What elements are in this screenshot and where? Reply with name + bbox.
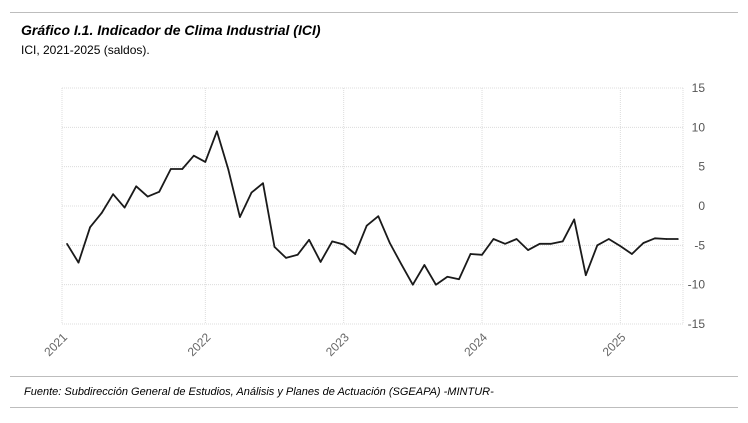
x-tick-label: 2021	[41, 330, 70, 359]
data-point	[492, 238, 495, 240]
data-point	[342, 243, 345, 246]
data-point	[619, 245, 622, 247]
y-tick-label: -5	[694, 238, 705, 252]
data-point	[204, 161, 207, 163]
data-point	[262, 182, 264, 184]
data-point	[193, 154, 195, 157]
data-point	[354, 253, 357, 255]
data-point	[400, 263, 403, 266]
data-point	[504, 242, 506, 245]
data-point	[642, 242, 645, 244]
data-point	[66, 242, 68, 245]
data-point	[538, 242, 541, 245]
data-point	[423, 264, 426, 266]
data-point	[412, 283, 414, 286]
data-point	[216, 130, 218, 133]
chart-title: Gráfico I.1. Indicador de Clima Industri…	[21, 22, 321, 38]
y-tick-label: 5	[698, 160, 705, 174]
data-point	[112, 193, 114, 195]
x-tick-label: 2022	[185, 330, 214, 359]
top-rule	[10, 12, 738, 13]
data-point	[631, 253, 633, 255]
data-point	[100, 212, 103, 214]
data-point	[181, 168, 184, 170]
x-tick-label: 2025	[600, 330, 629, 359]
data-point	[608, 238, 610, 240]
data-point	[123, 206, 126, 209]
chart-subtitle: ICI, 2021-2025 (saldos).	[21, 43, 150, 57]
data-point	[285, 257, 287, 259]
y-tick-label: 15	[692, 81, 706, 95]
data-point	[331, 240, 333, 243]
data-point	[515, 238, 518, 240]
data-point	[458, 278, 460, 280]
data-point	[308, 239, 310, 241]
data-point	[365, 224, 368, 227]
data-point	[158, 191, 161, 193]
grid-lines	[61, 87, 684, 325]
data-point	[654, 237, 656, 240]
data-point	[561, 240, 564, 243]
data-point	[388, 242, 391, 244]
data-point	[584, 274, 587, 277]
data-point	[250, 191, 253, 194]
data-point	[227, 169, 230, 171]
x-tick-label: 2024	[461, 330, 490, 359]
data-point	[446, 276, 449, 278]
data-point	[677, 238, 679, 240]
data-point	[435, 283, 437, 286]
data-point	[273, 246, 276, 248]
data-point	[469, 253, 472, 255]
data-point	[135, 185, 137, 188]
x-tick-label: 2023	[323, 330, 352, 359]
data-point	[550, 242, 552, 245]
y-tick-label: 10	[692, 120, 706, 134]
data-point	[296, 253, 299, 256]
data-point	[596, 244, 599, 247]
source-rule	[10, 376, 738, 377]
y-tick-label: -10	[688, 278, 706, 292]
y-tick-label: 0	[698, 199, 705, 213]
source-note: Fuente: Subdirección General de Estudios…	[24, 386, 494, 398]
y-axis-ticks: -15 -10 -5 0 5 10 15	[688, 81, 706, 331]
data-point	[169, 168, 172, 170]
data-point	[146, 195, 149, 198]
data-point	[377, 215, 380, 218]
data-point	[573, 218, 576, 221]
data-point	[239, 216, 241, 218]
y-tick-label: -15	[688, 317, 706, 331]
series-line-0	[66, 130, 678, 286]
data-point	[527, 249, 529, 251]
x-axis-ticks: 2021 2022 2023 2024 2025	[41, 330, 628, 359]
data-point	[481, 253, 483, 256]
data-point	[665, 238, 668, 240]
series-layer	[66, 130, 679, 286]
bottom-rule	[10, 407, 738, 408]
data-point	[77, 261, 80, 264]
data-point	[319, 261, 322, 263]
data-point	[89, 226, 91, 229]
